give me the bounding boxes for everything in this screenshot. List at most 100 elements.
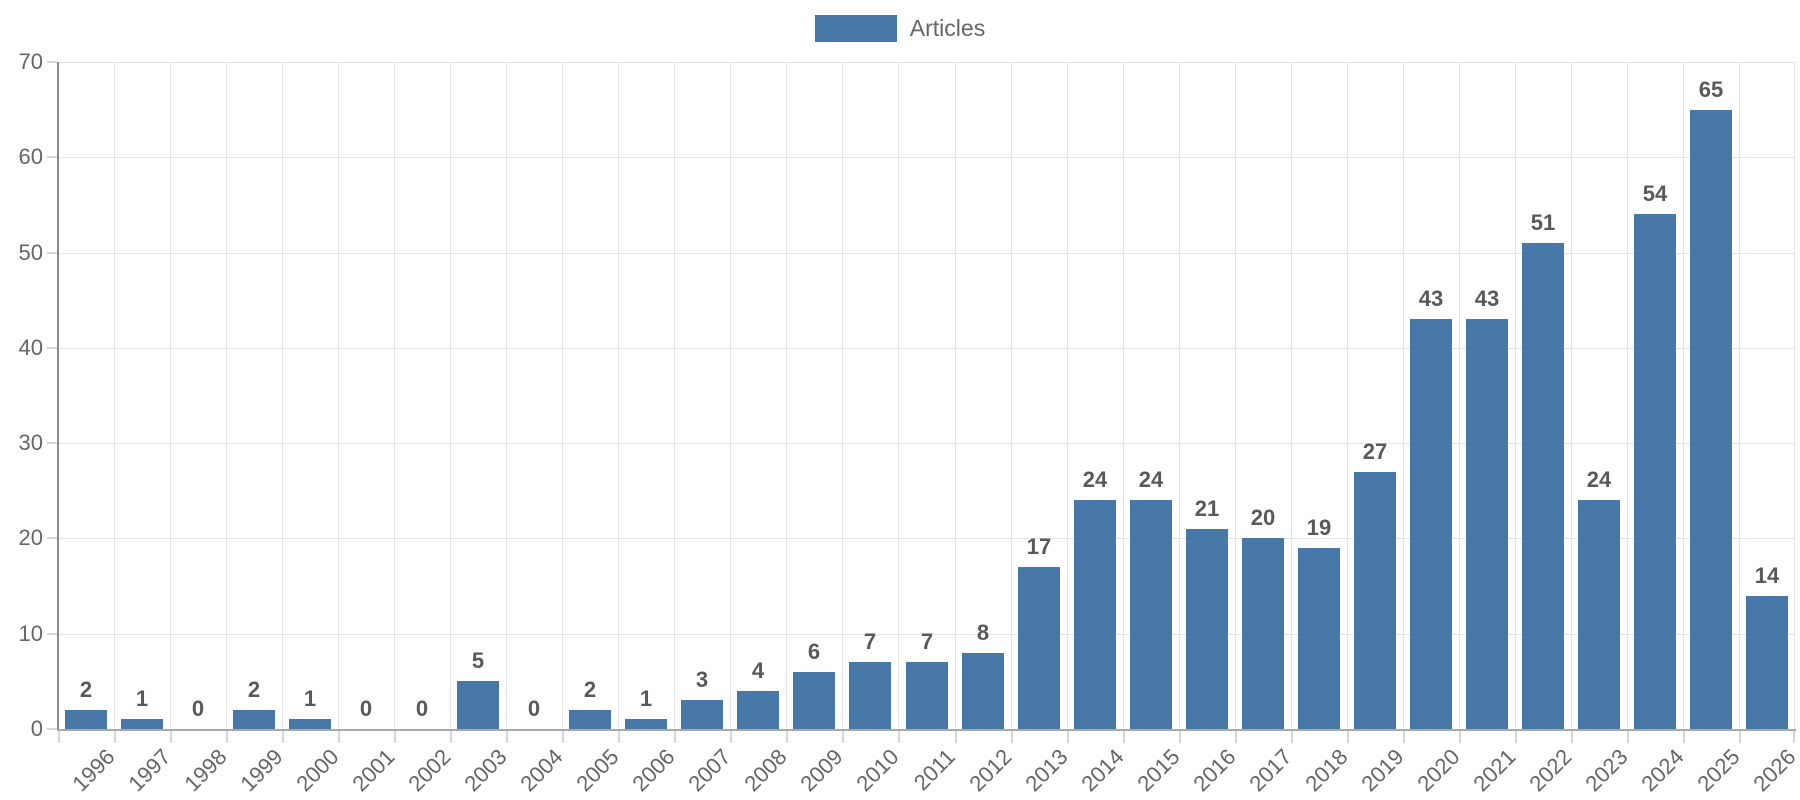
y-axis: 0 10 20 30 40 50 60 70 bbox=[0, 49, 58, 741]
y-axis-tick-label: 70 bbox=[18, 49, 43, 74]
bar-2013[interactable] bbox=[1018, 567, 1060, 729]
y-axis-tick bbox=[47, 728, 57, 730]
bar-2007[interactable] bbox=[681, 700, 723, 729]
bar-2015[interactable] bbox=[1130, 500, 1172, 729]
x-axis-label: 2005 bbox=[571, 744, 624, 797]
bar-1999[interactable] bbox=[233, 710, 275, 729]
x-axis-tick bbox=[1179, 731, 1181, 743]
y-axis-tick-label: 40 bbox=[18, 335, 43, 360]
gridline-vertical bbox=[1403, 62, 1404, 729]
x-axis-tick bbox=[1515, 731, 1517, 743]
bar-2025[interactable] bbox=[1690, 110, 1732, 729]
bar-2026[interactable] bbox=[1746, 596, 1788, 729]
bar-2022[interactable] bbox=[1522, 243, 1564, 729]
y-axis-tick-label: 20 bbox=[18, 525, 43, 550]
bar-value-label: 20 bbox=[1250, 505, 1276, 530]
x-axis-label: 2020 bbox=[1412, 744, 1465, 797]
legend-swatch bbox=[814, 15, 897, 42]
gridline-horizontal bbox=[58, 443, 1795, 444]
gridline-vertical bbox=[506, 62, 507, 729]
x-axis-tick bbox=[506, 731, 508, 743]
x-axis-tick bbox=[1067, 731, 1069, 743]
x-axis-line bbox=[57, 729, 1796, 731]
legend[interactable]: Articles bbox=[0, 15, 1800, 42]
x-axis-tick bbox=[1459, 731, 1461, 743]
gridline-vertical bbox=[1011, 62, 1012, 729]
gridline-vertical bbox=[1067, 62, 1068, 729]
x-axis-label: 2001 bbox=[347, 744, 400, 797]
x-axis-label: 1999 bbox=[235, 744, 288, 797]
x-axis-tick bbox=[1235, 731, 1237, 743]
x-axis-label: 2017 bbox=[1244, 744, 1297, 797]
bar-2009[interactable] bbox=[793, 672, 835, 729]
gridline-vertical bbox=[1459, 62, 1460, 729]
bar-2020[interactable] bbox=[1410, 319, 1452, 729]
legend-label: Articles bbox=[909, 15, 986, 41]
x-axis-tick bbox=[618, 731, 620, 743]
gridline-vertical bbox=[562, 62, 563, 729]
gridline-vertical bbox=[730, 62, 731, 729]
x-axis-tick bbox=[226, 731, 228, 743]
x-axis-label: 2014 bbox=[1076, 744, 1129, 797]
gridline-horizontal bbox=[58, 538, 1795, 539]
x-axis-tick bbox=[1011, 731, 1013, 743]
bar-2023[interactable] bbox=[1578, 500, 1620, 729]
x-axis-tick bbox=[114, 731, 116, 743]
bar-2008[interactable] bbox=[737, 691, 779, 729]
gridline-vertical bbox=[618, 62, 619, 729]
bar-2019[interactable] bbox=[1354, 472, 1396, 729]
gridline-vertical bbox=[1123, 62, 1124, 729]
bar-2000[interactable] bbox=[289, 719, 331, 729]
bar-1997[interactable] bbox=[121, 719, 163, 729]
bar-value-label: 6 bbox=[807, 639, 821, 664]
gridline-vertical bbox=[1683, 62, 1684, 729]
bar-value-label: 7 bbox=[863, 629, 877, 654]
gridline-vertical bbox=[1179, 62, 1180, 729]
x-axis-label: 1996 bbox=[67, 744, 120, 797]
bar-value-label: 2 bbox=[247, 677, 261, 702]
x-axis-label: 2026 bbox=[1748, 744, 1800, 797]
bar-2016[interactable] bbox=[1186, 529, 1228, 729]
bar-2018[interactable] bbox=[1298, 548, 1340, 729]
y-axis-tick bbox=[47, 442, 57, 444]
x-axis-label: 2024 bbox=[1636, 744, 1689, 797]
gridline-vertical bbox=[674, 62, 675, 729]
gridline-vertical bbox=[338, 62, 339, 729]
bar-value-label: 1 bbox=[135, 686, 149, 711]
x-axis-label: 2016 bbox=[1188, 744, 1241, 797]
plot-area: 2 1 0 2 1 0 0 5 0 2 1 3 4 6 7 7 8 17 24 24 21 20 19 27 43 43 51 24 5… bbox=[58, 62, 1795, 729]
x-axis-label: 2000 bbox=[291, 744, 344, 797]
x-axis-label: 2010 bbox=[851, 744, 904, 797]
bar-value-label: 5 bbox=[471, 648, 485, 673]
y-axis-tick bbox=[47, 61, 57, 63]
bar-2017[interactable] bbox=[1242, 538, 1284, 729]
gridline-vertical bbox=[170, 62, 171, 729]
bar-2005[interactable] bbox=[569, 710, 611, 729]
gridline-horizontal bbox=[58, 157, 1795, 158]
gridline-vertical bbox=[898, 62, 899, 729]
x-axis-label: 2012 bbox=[964, 744, 1017, 797]
bar-2010[interactable] bbox=[849, 662, 891, 729]
y-axis-tick-label: 30 bbox=[18, 430, 43, 455]
bar-2024[interactable] bbox=[1634, 214, 1676, 729]
x-axis-tick bbox=[730, 731, 732, 743]
bar-1996[interactable] bbox=[65, 710, 107, 729]
y-axis-tick-label: 10 bbox=[18, 621, 43, 646]
gridline-vertical bbox=[282, 62, 283, 729]
y-axis-tick bbox=[47, 347, 57, 349]
y-axis-tick-label: 0 bbox=[30, 716, 43, 741]
bar-2006[interactable] bbox=[625, 719, 667, 729]
bar-2003[interactable] bbox=[457, 681, 499, 729]
bar-2011[interactable] bbox=[906, 662, 948, 729]
x-axis-tick bbox=[394, 731, 396, 743]
x-axis-label: 1997 bbox=[123, 744, 176, 797]
bar-2021[interactable] bbox=[1466, 319, 1508, 729]
y-axis-tick bbox=[47, 156, 57, 158]
x-axis-tick bbox=[450, 731, 452, 743]
bar-value-label: 1 bbox=[303, 686, 317, 711]
x-axis-label: 2008 bbox=[739, 744, 792, 797]
bar-2014[interactable] bbox=[1074, 500, 1116, 729]
bar-2012[interactable] bbox=[962, 653, 1004, 729]
x-axis-tick bbox=[1403, 731, 1405, 743]
